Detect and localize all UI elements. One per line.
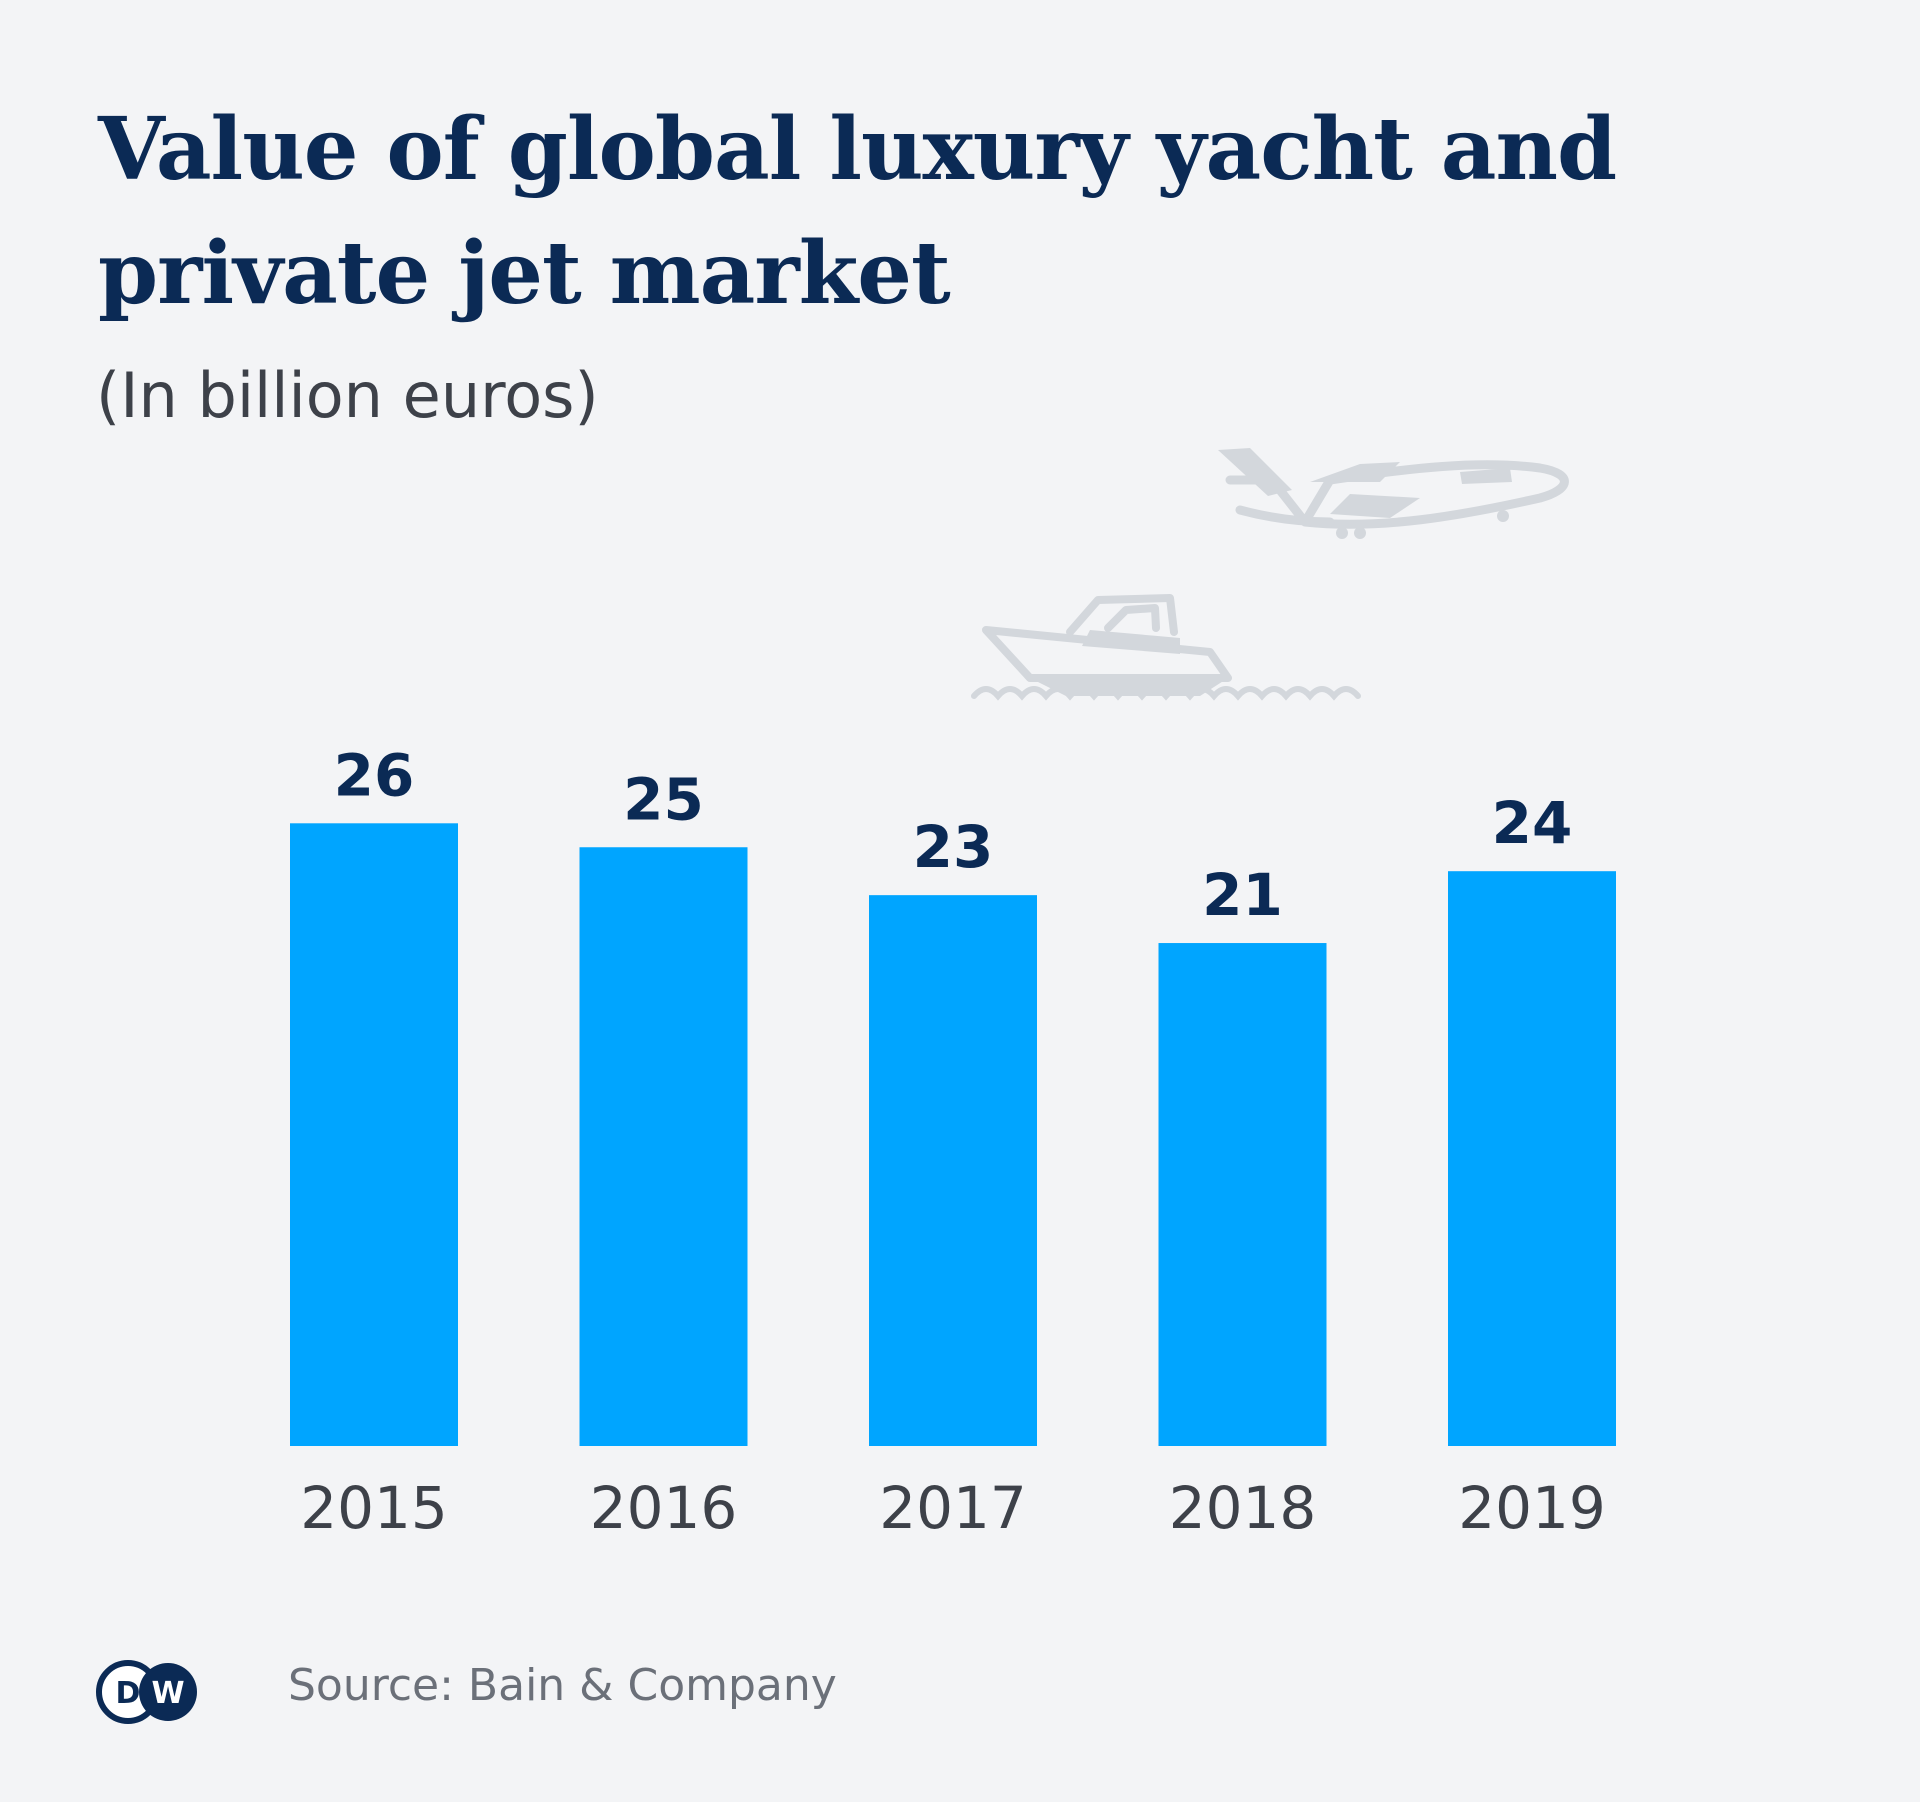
chart-subtitle: (In billion euros) <box>96 359 599 432</box>
tick-label-2015: 2015 <box>300 1474 448 1542</box>
tick-label-2019: 2019 <box>1458 1474 1606 1542</box>
source-note: Source: Bain & Company <box>288 1660 837 1711</box>
tick-label-2018: 2018 <box>1169 1474 1317 1542</box>
value-label-2019: 24 <box>1492 789 1573 857</box>
value-label-2018: 21 <box>1202 861 1283 929</box>
bar-2017 <box>869 895 1037 1446</box>
tick-label-2016: 2016 <box>590 1474 738 1542</box>
dw-logo-icon: D W <box>96 1660 197 1724</box>
bar-2015 <box>290 823 458 1446</box>
svg-text:W: W <box>151 1676 184 1711</box>
value-label-2017: 23 <box>913 813 994 881</box>
yacht-icon <box>971 594 1361 701</box>
bar-2019 <box>1448 871 1616 1446</box>
tick-label-2017: 2017 <box>879 1474 1027 1542</box>
bar-2018 <box>1158 943 1327 1446</box>
value-label-2015: 26 <box>334 741 415 809</box>
bar-chart: 26 25 23 21 24 2015 2016 2017 2018 2019 <box>290 741 1616 1542</box>
chart-title: Value of global luxury yacht and private… <box>98 99 1617 324</box>
bar-2016 <box>579 847 748 1446</box>
svg-text:D: D <box>116 1676 141 1711</box>
value-label-2016: 25 <box>623 765 704 833</box>
airplane-icon <box>1218 448 1569 539</box>
